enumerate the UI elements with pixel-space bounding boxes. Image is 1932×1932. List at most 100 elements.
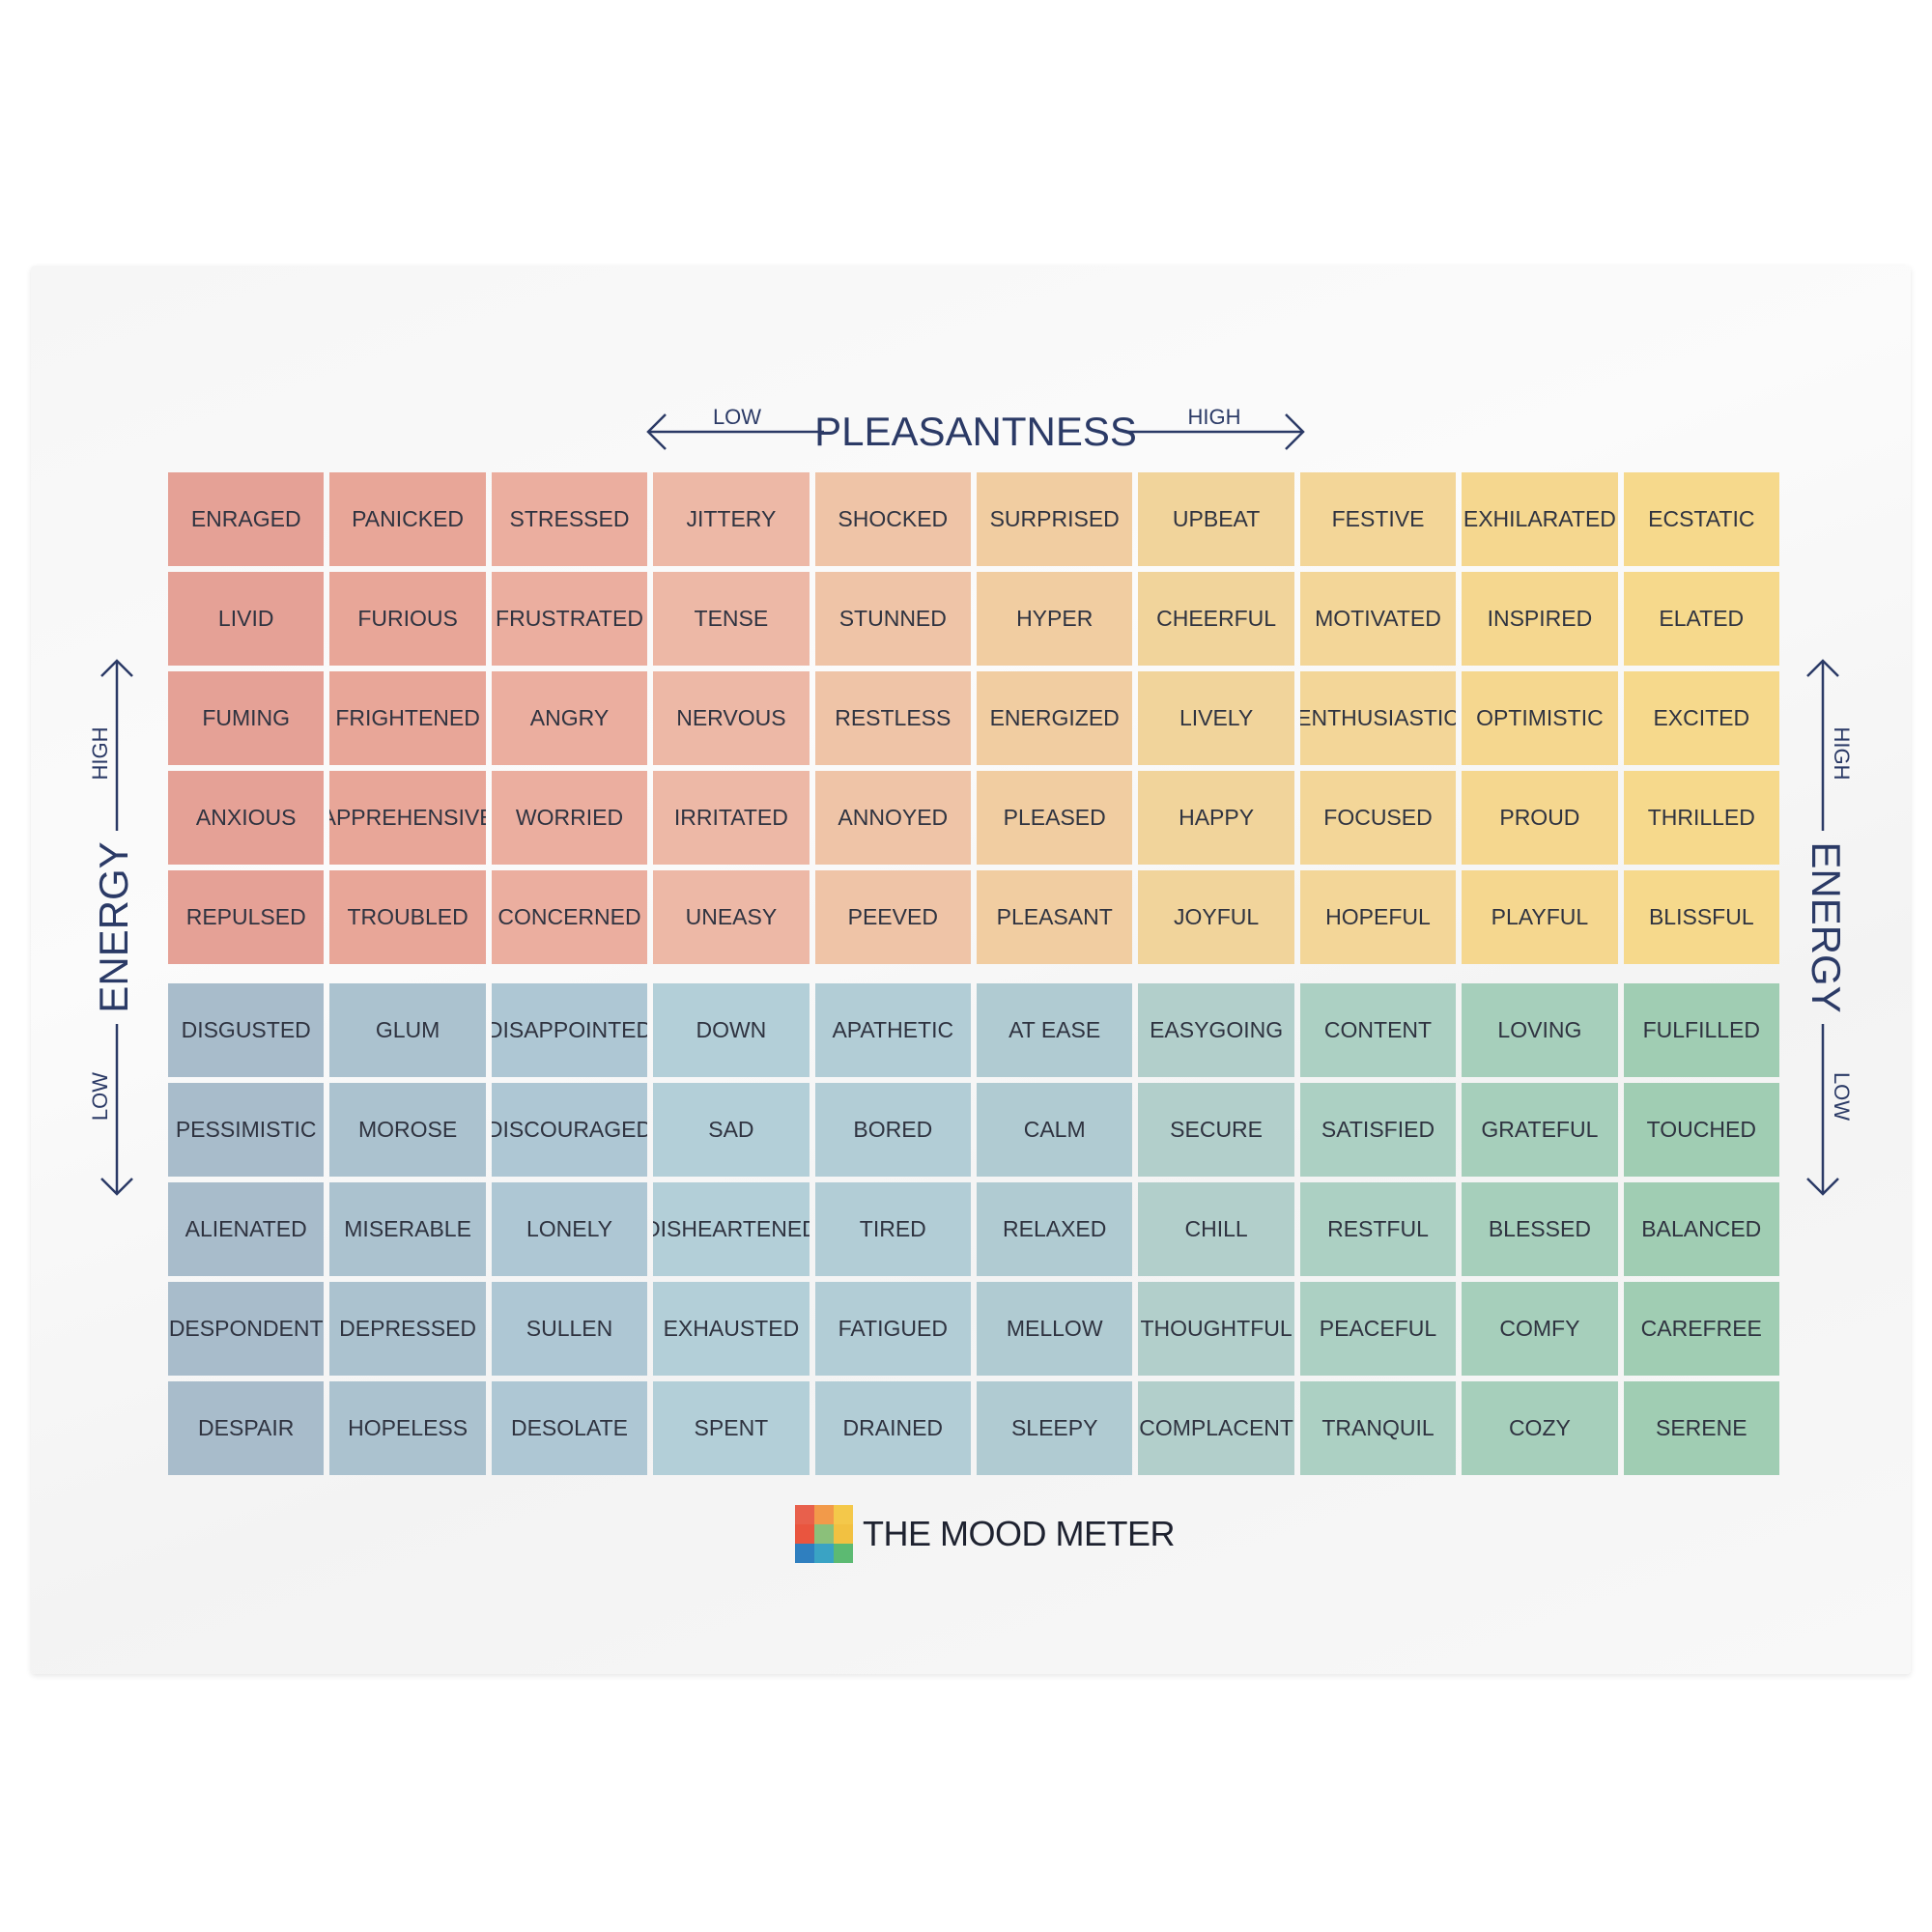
pleasantness-title: PLEASANTNESS xyxy=(814,409,1137,454)
mood-cell: ENERGIZED xyxy=(976,671,1133,765)
mood-cell: JITTERY xyxy=(653,472,810,566)
mood-cell: PLEASED xyxy=(976,771,1133,865)
mood-cell: FULFILLED xyxy=(1623,983,1779,1077)
mood-cell: PROUD xyxy=(1462,771,1618,865)
mood-cell: WORRIED xyxy=(491,771,648,865)
mood-cell: EXHILARATED xyxy=(1462,472,1618,566)
mood-cell: TIRED xyxy=(814,1182,971,1276)
mood-cell: FOCUSED xyxy=(1299,771,1457,865)
mood-cell: DISGUSTED xyxy=(168,983,325,1077)
mood-cell: CHEERFUL xyxy=(1138,572,1294,666)
mood-cell: DOWN xyxy=(653,983,810,1077)
mood-cell: INSPIRED xyxy=(1462,572,1618,666)
energy-axis-right: HIGH ENERGY LOW xyxy=(1804,659,1854,1196)
mood-cell: PLAYFUL xyxy=(1462,870,1618,964)
mood-cell: STRESSED xyxy=(491,472,648,566)
mood-cell: DISCOURAGED xyxy=(491,1083,648,1177)
logo-square xyxy=(795,1524,814,1544)
mood-cell: SECURE xyxy=(1138,1083,1294,1177)
mood-cell: LOVING xyxy=(1462,983,1618,1077)
mood-cell: DESOLATE xyxy=(491,1381,648,1475)
mood-cell: FRUSTRATED xyxy=(491,572,648,666)
mood-cell: COMPLACENT xyxy=(1138,1381,1294,1475)
mood-cell: SHOCKED xyxy=(814,472,971,566)
mood-cell: CALM xyxy=(976,1083,1133,1177)
mood-cell: ENRAGED xyxy=(168,472,325,566)
mood-cell: THRILLED xyxy=(1623,771,1779,865)
mood-cell: DRAINED xyxy=(814,1381,971,1475)
mood-cell: COZY xyxy=(1462,1381,1618,1475)
mood-cell: SLEEPY xyxy=(976,1381,1133,1475)
mood-cell: FUMING xyxy=(168,671,325,765)
mood-cell: DISAPPOINTED xyxy=(491,983,648,1077)
mood-cell: AT EASE xyxy=(976,983,1133,1077)
mood-cell: PEACEFUL xyxy=(1299,1282,1457,1376)
energy-right-high-label: HIGH xyxy=(1830,727,1854,781)
logo-text: THE MOOD METER xyxy=(863,1514,1176,1553)
logo-square xyxy=(795,1544,814,1563)
mood-cell: FESTIVE xyxy=(1299,472,1457,566)
mood-cell: GRATEFUL xyxy=(1462,1083,1618,1177)
mood-cell: ENTHUSIASTIC xyxy=(1299,671,1457,765)
mood-cell: MOTIVATED xyxy=(1299,572,1457,666)
mood-cell: BLESSED xyxy=(1462,1182,1618,1276)
mood-cell: DESPONDENT xyxy=(168,1282,325,1376)
mood-cell: ANXIOUS xyxy=(168,771,325,865)
mood-cell: ELATED xyxy=(1623,572,1779,666)
logo-square xyxy=(814,1544,834,1563)
mood-cell: THOUGHTFUL xyxy=(1138,1282,1294,1376)
mood-cell: UNEASY xyxy=(653,870,810,964)
mood-cell: MOROSE xyxy=(329,1083,486,1177)
mood-cell: EXCITED xyxy=(1623,671,1779,765)
mood-cell: LONELY xyxy=(491,1182,648,1276)
mood-cell: REPULSED xyxy=(168,870,325,964)
mood-cell: FURIOUS xyxy=(329,572,486,666)
mood-cell: SATISFIED xyxy=(1299,1083,1457,1177)
logo-square xyxy=(795,1505,814,1524)
mood-cell: IRRITATED xyxy=(653,771,810,865)
mood-cell: EXHAUSTED xyxy=(653,1282,810,1376)
mood-cell: HYPER xyxy=(976,572,1133,666)
mood-cell: DESPAIR xyxy=(168,1381,325,1475)
mood-cell: UPBEAT xyxy=(1138,472,1294,566)
mood-cell: NERVOUS xyxy=(653,671,810,765)
logo-square xyxy=(814,1505,834,1524)
mood-cell: TOUCHED xyxy=(1623,1083,1779,1177)
mood-cell: SAD xyxy=(653,1083,810,1177)
mood-cell: GLUM xyxy=(329,983,486,1077)
mood-cell: LIVELY xyxy=(1138,671,1294,765)
mood-cell: CONCERNED xyxy=(491,870,648,964)
logo-square xyxy=(834,1505,853,1524)
mood-cell: DISHEARTENED xyxy=(653,1182,810,1276)
mood-cell: TRANQUIL xyxy=(1299,1381,1457,1475)
energy-left-low-label: LOW xyxy=(88,1072,112,1121)
mood-cell: HAPPY xyxy=(1138,771,1294,865)
mood-cell: EASYGOING xyxy=(1138,983,1294,1077)
mood-cell: MISERABLE xyxy=(329,1182,486,1276)
energy-left-title: ENERGY xyxy=(91,841,136,1012)
mood-cell: ANGRY xyxy=(491,671,648,765)
mood-grid: ENRAGED PANICKED STRESSED JITTERY SHOCKED SUR… xyxy=(168,472,1779,1475)
energy-left-high-label: HIGH xyxy=(88,727,112,781)
mood-cell: ECSTATIC xyxy=(1623,472,1779,566)
pleasantness-high-label: HIGH xyxy=(1188,405,1241,429)
mood-cell: PEEVED xyxy=(814,870,971,964)
mood-cell: SERENE xyxy=(1623,1381,1779,1475)
mood-cell: SULLEN xyxy=(491,1282,648,1376)
mood-cell: BLISSFUL xyxy=(1623,870,1779,964)
mood-cell: STUNNED xyxy=(814,572,971,666)
mood-cell: BALANCED xyxy=(1623,1182,1779,1276)
energy-right-title: ENERGY xyxy=(1804,841,1849,1012)
pleasantness-axis: LOW PLEASANTNESS HIGH xyxy=(646,405,1305,454)
mood-meter-logo: THE MOOD METER xyxy=(795,1504,1176,1564)
mood-cell: HOPEFUL xyxy=(1299,870,1457,964)
mood-cell: CHILL xyxy=(1138,1182,1294,1276)
mood-cell: CAREFREE xyxy=(1623,1282,1779,1376)
mood-cell: PESSIMISTIC xyxy=(168,1083,325,1177)
mood-cell: RELAXED xyxy=(976,1182,1133,1276)
mood-cell: APPREHENSIVE xyxy=(329,771,486,865)
mood-cell: COMFY xyxy=(1462,1282,1618,1376)
pleasantness-low-label: LOW xyxy=(713,405,761,429)
mood-cell: RESTFUL xyxy=(1299,1182,1457,1276)
mood-cell: APATHETIC xyxy=(814,983,971,1077)
